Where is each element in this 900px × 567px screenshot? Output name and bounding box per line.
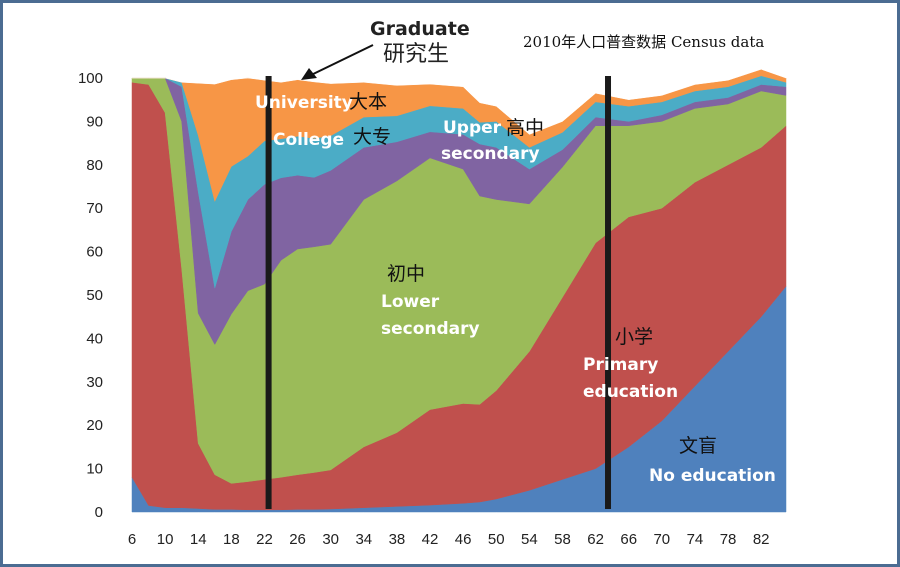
upper-label-en-1: Upper bbox=[443, 118, 502, 138]
x-tick-label: 6 bbox=[128, 531, 136, 548]
x-tick-label: 10 bbox=[157, 531, 174, 548]
x-tick-label: 82 bbox=[753, 531, 770, 548]
y-tick-label: 100 bbox=[78, 70, 103, 87]
chart-svg: 0 10 20 30 40 50 60 70 80 90 100 6 10 14 18 22 26 30 34 38… bbox=[78, 18, 787, 548]
primary-label-en-1: Primary bbox=[583, 355, 658, 375]
x-tick-label: 38 bbox=[389, 531, 406, 548]
upper-label-en-2: secondary bbox=[441, 144, 540, 164]
y-tick-label: 80 bbox=[86, 157, 103, 174]
x-tick-label: 46 bbox=[455, 531, 472, 548]
college-label-cn: 大专 bbox=[353, 126, 391, 148]
vertical-markers bbox=[265, 76, 612, 509]
x-tick-label: 22 bbox=[256, 531, 273, 548]
y-axis: 0 10 20 30 40 50 60 70 80 90 100 bbox=[78, 70, 103, 521]
x-tick-label: 34 bbox=[355, 531, 372, 548]
x-tick-label: 70 bbox=[653, 531, 670, 548]
x-tick-label: 74 bbox=[687, 531, 704, 548]
area-graduate bbox=[132, 62, 787, 135]
x-tick-label: 50 bbox=[488, 531, 505, 548]
lower-label-en-2: secondary bbox=[381, 319, 480, 339]
y-tick-label: 30 bbox=[86, 374, 103, 391]
x-tick-label: 54 bbox=[521, 531, 538, 548]
university-label-en: University bbox=[255, 93, 353, 113]
x-tick-label: 26 bbox=[289, 531, 306, 548]
y-tick-label: 0 bbox=[95, 504, 103, 521]
x-tick-label: 62 bbox=[587, 531, 604, 548]
university-label-cn: 大本 bbox=[349, 91, 387, 113]
y-tick-label: 40 bbox=[86, 330, 103, 347]
primary-label-en-2: education bbox=[583, 382, 678, 402]
x-tick-label: 14 bbox=[190, 531, 207, 548]
no-education-label-en: No education bbox=[649, 466, 776, 486]
x-tick-label: 78 bbox=[720, 531, 737, 548]
graduate-arrow-line bbox=[306, 44, 374, 78]
upper-label-cn: 高中 bbox=[506, 117, 544, 139]
lower-label-cn: 初中 bbox=[387, 263, 425, 285]
x-tick-label: 58 bbox=[554, 531, 571, 548]
no-education-label-cn: 文盲 bbox=[679, 435, 717, 457]
x-axis: 6 10 14 18 22 26 30 34 38 42 46 50 54 58 62 66 70 74 78 82 bbox=[128, 531, 770, 548]
graduate-label-cn: 研究生 bbox=[383, 42, 449, 67]
primary-label-cn: 小学 bbox=[615, 326, 653, 348]
x-tick-label: 30 bbox=[322, 531, 339, 548]
area-layers bbox=[131, 62, 787, 513]
chart-title: 2010年人口普查数据 Census data bbox=[523, 33, 764, 51]
y-tick-label: 90 bbox=[86, 113, 103, 130]
x-tick-label: 18 bbox=[223, 531, 240, 548]
x-tick-label: 42 bbox=[422, 531, 439, 548]
y-tick-label: 60 bbox=[86, 244, 103, 261]
y-tick-label: 70 bbox=[86, 200, 103, 217]
y-tick-label: 50 bbox=[86, 287, 103, 304]
y-tick-label: 20 bbox=[86, 417, 103, 434]
graduate-arrow-head bbox=[301, 68, 317, 80]
graduate-label-en: Graduate bbox=[370, 18, 470, 40]
y-tick-label: 10 bbox=[86, 461, 103, 478]
x-tick-label: 66 bbox=[620, 531, 637, 548]
lower-label-en-1: Lower bbox=[381, 292, 440, 312]
college-label-en: College bbox=[273, 130, 344, 150]
